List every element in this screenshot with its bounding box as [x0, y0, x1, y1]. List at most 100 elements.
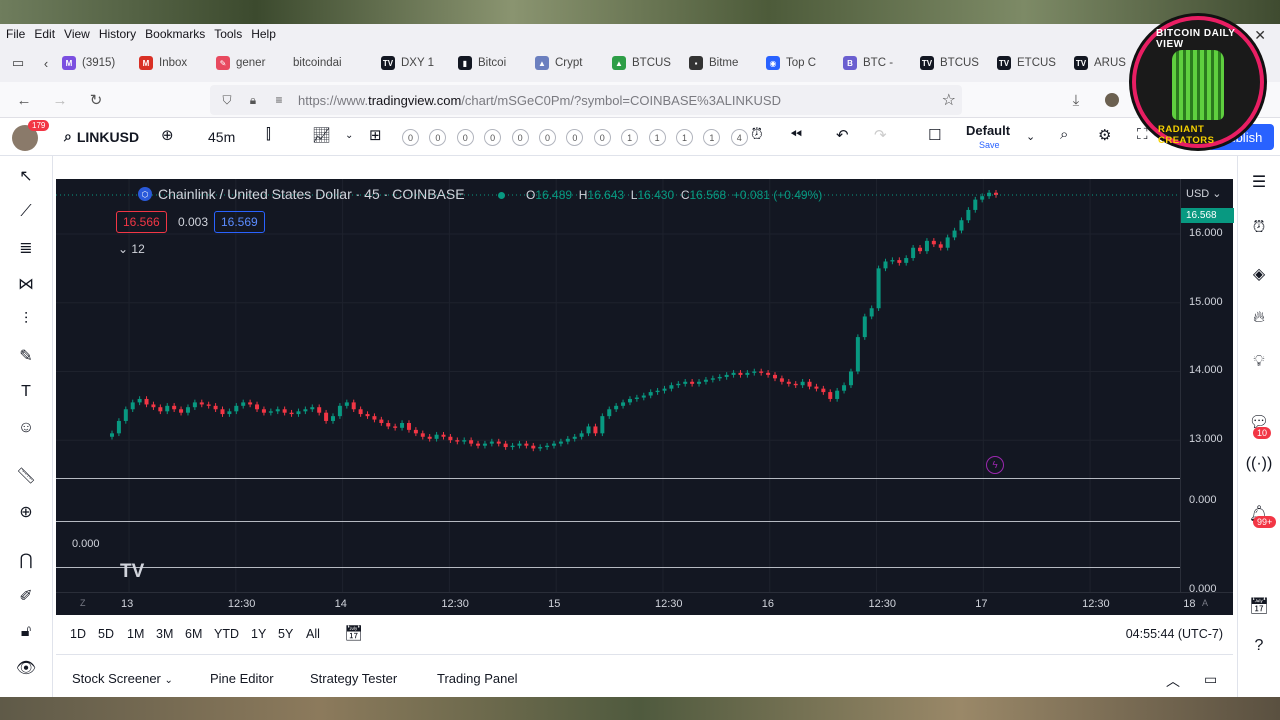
shield-icon[interactable]: ⛉	[222, 92, 232, 107]
expand-panel-icon[interactable]: ︿	[1166, 673, 1180, 689]
browser-tab[interactable]: ▪ Bitme	[683, 48, 758, 78]
candles-icon[interactable]: ⫿	[266, 126, 271, 143]
range-button-ytd[interactable]: YTD	[214, 627, 239, 641]
menu-tools[interactable]: Tools	[214, 27, 243, 41]
alert-counter[interactable]: 0	[511, 129, 529, 146]
menu-view[interactable]: View	[64, 27, 90, 41]
indicators-icon[interactable]: 📈︎	[312, 127, 332, 144]
tabs-scroll-left-icon[interactable]: ‹	[43, 55, 49, 71]
alert-counter[interactable]: 4	[730, 129, 748, 146]
pane-separator[interactable]	[56, 478, 1180, 479]
browser-tab[interactable]: ▲ BTCUS	[606, 48, 681, 78]
tab-stock-screener[interactable]: Stock Screener ⌄	[72, 671, 173, 686]
prediction-tools-icon[interactable]: ⫶	[23, 311, 28, 328]
flash-icon[interactable]: ϟ	[986, 456, 1004, 474]
close-window-icon[interactable]: ✕	[1254, 27, 1266, 43]
chart-area[interactable]: ⬡ Chainlink / United States Dollar · 45 ·…	[56, 179, 1234, 615]
range-button-3m[interactable]: 3M	[156, 627, 174, 641]
patterns-icon[interactable]: ⋈	[18, 276, 34, 293]
range-button-1m[interactable]: 1M	[127, 627, 145, 641]
hotlists-flame-icon[interactable]: 🔥︎	[1253, 309, 1265, 326]
browser-tab[interactable]: TV ARUS	[1068, 48, 1143, 78]
price-axis[interactable]: USD ⌄ 16.568 16.000 15.000 14.000 13.000 0.…	[1180, 179, 1234, 615]
layout-name[interactable]: Default	[966, 123, 1011, 138]
magnet-icon[interactable]: ⋂	[19, 552, 33, 569]
indicators-dropdown-icon[interactable]: ⌄	[345, 130, 354, 141]
reload-icon[interactable]: ↻	[89, 92, 103, 109]
pane-separator[interactable]	[56, 567, 1180, 568]
chart-legend-title[interactable]: ⬡ Chainlink / United States Dollar · 45 ·…	[138, 186, 465, 202]
trend-line-icon[interactable]: ⟋	[20, 203, 32, 220]
time-clock[interactable]: 04:55:44 (UTC-7)	[1125, 627, 1223, 641]
lock-drawings-icon[interactable]: 🔓︎	[20, 623, 32, 640]
layout-save-label[interactable]: Save	[979, 140, 1000, 150]
indicators-collapse-toggle[interactable]: ⌄ 12	[118, 242, 145, 256]
ruler-icon[interactable]: 📏︎	[15, 468, 37, 485]
buy-price-box[interactable]: 16.569	[214, 211, 265, 233]
tab-overview-icon[interactable]: ▭	[11, 55, 25, 70]
stay-drawing-icon[interactable]: ✐	[19, 588, 33, 605]
candlestick-chart[interactable]	[56, 179, 1180, 592]
undo-icon[interactable]: ↶	[836, 127, 849, 144]
cursor-icon[interactable]: ↖	[19, 168, 33, 185]
alert-counter[interactable]: 1	[676, 129, 693, 146]
templates-icon[interactable]: ⊞	[369, 127, 382, 144]
zoom-in-icon[interactable]: ⊕	[19, 504, 33, 521]
menu-file[interactable]: File	[6, 27, 26, 41]
browser-tab[interactable]: TV DXY 1	[375, 48, 450, 78]
currency-selector[interactable]: USD ⌄	[1186, 188, 1222, 200]
goto-date-icon[interactable]: 📅︎	[344, 625, 364, 642]
alert-counter[interactable]: 1	[703, 129, 721, 146]
settings-gear-icon[interactable]: ⚙︎	[1098, 127, 1112, 144]
replay-icon[interactable]: ⏪︎	[790, 126, 803, 143]
layout-dropdown-icon[interactable]: ⌄	[1026, 131, 1036, 143]
browser-tab[interactable]: ◉ Top C	[760, 48, 835, 78]
alert-counter[interactable]: 1	[621, 129, 639, 146]
maximize-panel-icon[interactable]: ▭	[1204, 671, 1218, 687]
emoji-icon[interactable]: ☺	[17, 419, 35, 436]
menu-history[interactable]: History	[98, 27, 137, 41]
browser-tab[interactable]: bitcoindai	[287, 48, 373, 78]
text-tool-icon[interactable]: T	[21, 383, 31, 400]
range-button-5d[interactable]: 5D	[98, 627, 114, 641]
browser-tab[interactable]: ▮ Bitcoi	[452, 48, 527, 78]
watchlist-icon[interactable]: ☰	[1251, 174, 1267, 191]
url-bar[interactable]: ⛉ 🔒︎ ≡ https://www.tradingview.com/chart…	[210, 85, 962, 115]
auto-scale-icon[interactable]: A	[1202, 598, 1209, 608]
chat-icon[interactable]: 💬︎	[1248, 414, 1270, 431]
menu-edit[interactable]: Edit	[34, 27, 56, 41]
browser-tab[interactable]: M Inbox	[133, 48, 208, 78]
browser-tab[interactable]: TV BTCUS	[914, 48, 989, 78]
tradingview-logo[interactable]: TV	[120, 561, 145, 582]
streams-icon[interactable]: ((·))	[1245, 455, 1273, 472]
profile-icon[interactable]	[1102, 90, 1122, 110]
layers-icon[interactable]: ◈	[1252, 266, 1266, 283]
fib-retracement-icon[interactable]: ≣	[19, 240, 33, 257]
browser-tab[interactable]: M (3915)	[56, 48, 131, 78]
range-button-all[interactable]: All	[306, 627, 320, 641]
layout-select-icon[interactable]: ☐	[928, 127, 942, 144]
alert-counter[interactable]: 0	[593, 129, 611, 146]
browser-tab[interactable]: TV ETCUS	[991, 48, 1066, 78]
range-button-1d[interactable]: 1D	[70, 627, 86, 641]
redo-icon[interactable]: ↷	[874, 127, 887, 144]
alert-counter[interactable]: 0	[484, 129, 502, 146]
range-button-5y[interactable]: 5Y	[278, 627, 294, 641]
alert-counter[interactable]: 0	[566, 129, 584, 146]
alerts-clock-icon[interactable]: ⏰︎	[1252, 219, 1266, 236]
permissions-icon[interactable]: ≡	[275, 93, 283, 107]
symbol-search[interactable]: ⌕ LINKUSD	[64, 128, 139, 145]
alert-counter[interactable]: 0	[429, 129, 447, 146]
sell-price-box[interactable]: 16.566	[116, 211, 167, 233]
menu-help[interactable]: Help	[251, 27, 276, 41]
help-icon[interactable]: ?	[1254, 637, 1264, 654]
browser-tab[interactable]: B BTC -	[837, 48, 912, 78]
alert-counter[interactable]: 1	[648, 129, 666, 146]
interval-selector[interactable]: 45m	[208, 129, 236, 145]
back-arrow-icon[interactable]: ←	[16, 91, 32, 109]
alert-counter[interactable]: 0	[539, 129, 556, 146]
url-text[interactable]: https://www.tradingview.com/chart/mSGeC0…	[298, 93, 781, 108]
range-button-6m[interactable]: 6M	[185, 627, 203, 641]
alert-counter[interactable]: 0	[402, 129, 419, 146]
bookmark-star-icon[interactable]: ☆	[941, 92, 956, 109]
